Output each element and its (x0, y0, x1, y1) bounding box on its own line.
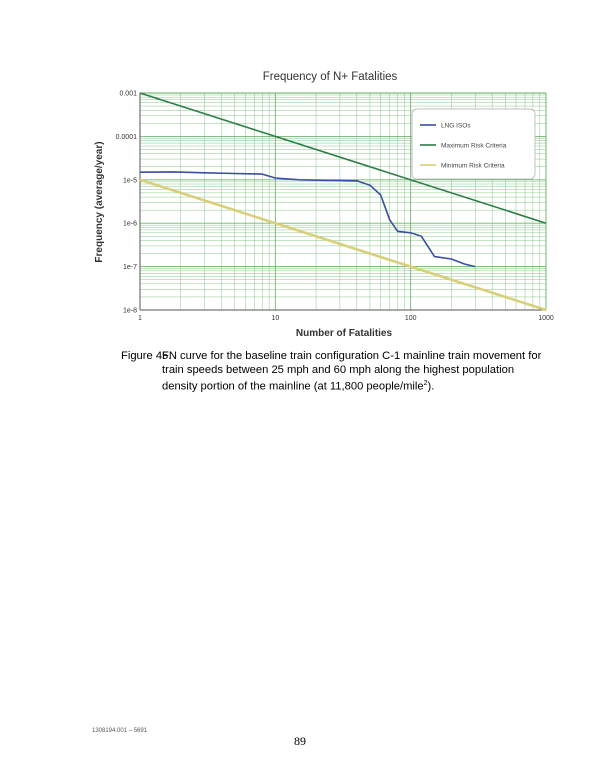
chart-series (139, 92, 547, 312)
caption-superscript: 2 (423, 380, 428, 387)
y-axis-label: Frequency (average/year) (94, 141, 105, 262)
legend-label: Maximum Risk Criteria (441, 143, 507, 150)
chart-ticks: 1 10 100 1000 0.001 0.0001 1e-5 1e-6 1e-7 1e-8 (116, 91, 554, 323)
y-tick-label: 0.0001 (116, 134, 138, 141)
chart-axes (139, 93, 546, 311)
y-tick-label: 1e-7 (123, 264, 137, 271)
x-axis-label: Number of Fatalities (296, 328, 393, 339)
y-tick-label: 1e-6 (123, 221, 137, 228)
series-line-0 (139, 171, 476, 268)
x-tick-label: 100 (405, 315, 417, 322)
x-tick-label: 1 (138, 315, 142, 322)
figure-label: Figure 45. (121, 350, 172, 362)
series-line-1 (139, 92, 547, 224)
legend-label: Minimum Risk Criteria (441, 163, 505, 170)
y-tick-label: 1e-5 (123, 177, 137, 184)
x-tick-label: 10 (271, 315, 279, 322)
chart-title: Frequency of N+ Fatalities (263, 71, 398, 83)
legend-label: LNG ISOs (441, 123, 471, 130)
page-number: 89 (294, 734, 306, 748)
document-id: 1308194.001 – 5691 (92, 728, 148, 734)
x-tick-label: 1000 (538, 315, 554, 322)
caption-text-end: ). (427, 380, 435, 393)
figure-caption-text: FN curve for the baseline train configur… (162, 349, 552, 394)
fn-chart: Frequency of N+ Fatalities 1 10 100 1000 0.0… (94, 71, 554, 339)
y-tick-label: 0.001 (119, 91, 137, 98)
legend-box (411, 108, 536, 180)
y-tick-label: 1e-8 (123, 308, 137, 315)
chart-legend: LNG ISOs Maximum Risk Criteria Minimum Ris… (411, 108, 536, 180)
caption-text-main: FN curve for the baseline train configur… (162, 350, 542, 393)
series-line-2 (139, 178, 547, 312)
